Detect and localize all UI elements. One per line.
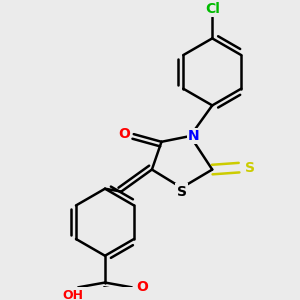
Text: O: O [136,280,148,294]
Text: OH: OH [62,289,83,300]
Text: S: S [177,184,187,199]
Text: S: S [244,160,255,175]
Text: Cl: Cl [205,2,220,16]
Text: O: O [118,127,130,141]
Text: N: N [188,129,200,143]
